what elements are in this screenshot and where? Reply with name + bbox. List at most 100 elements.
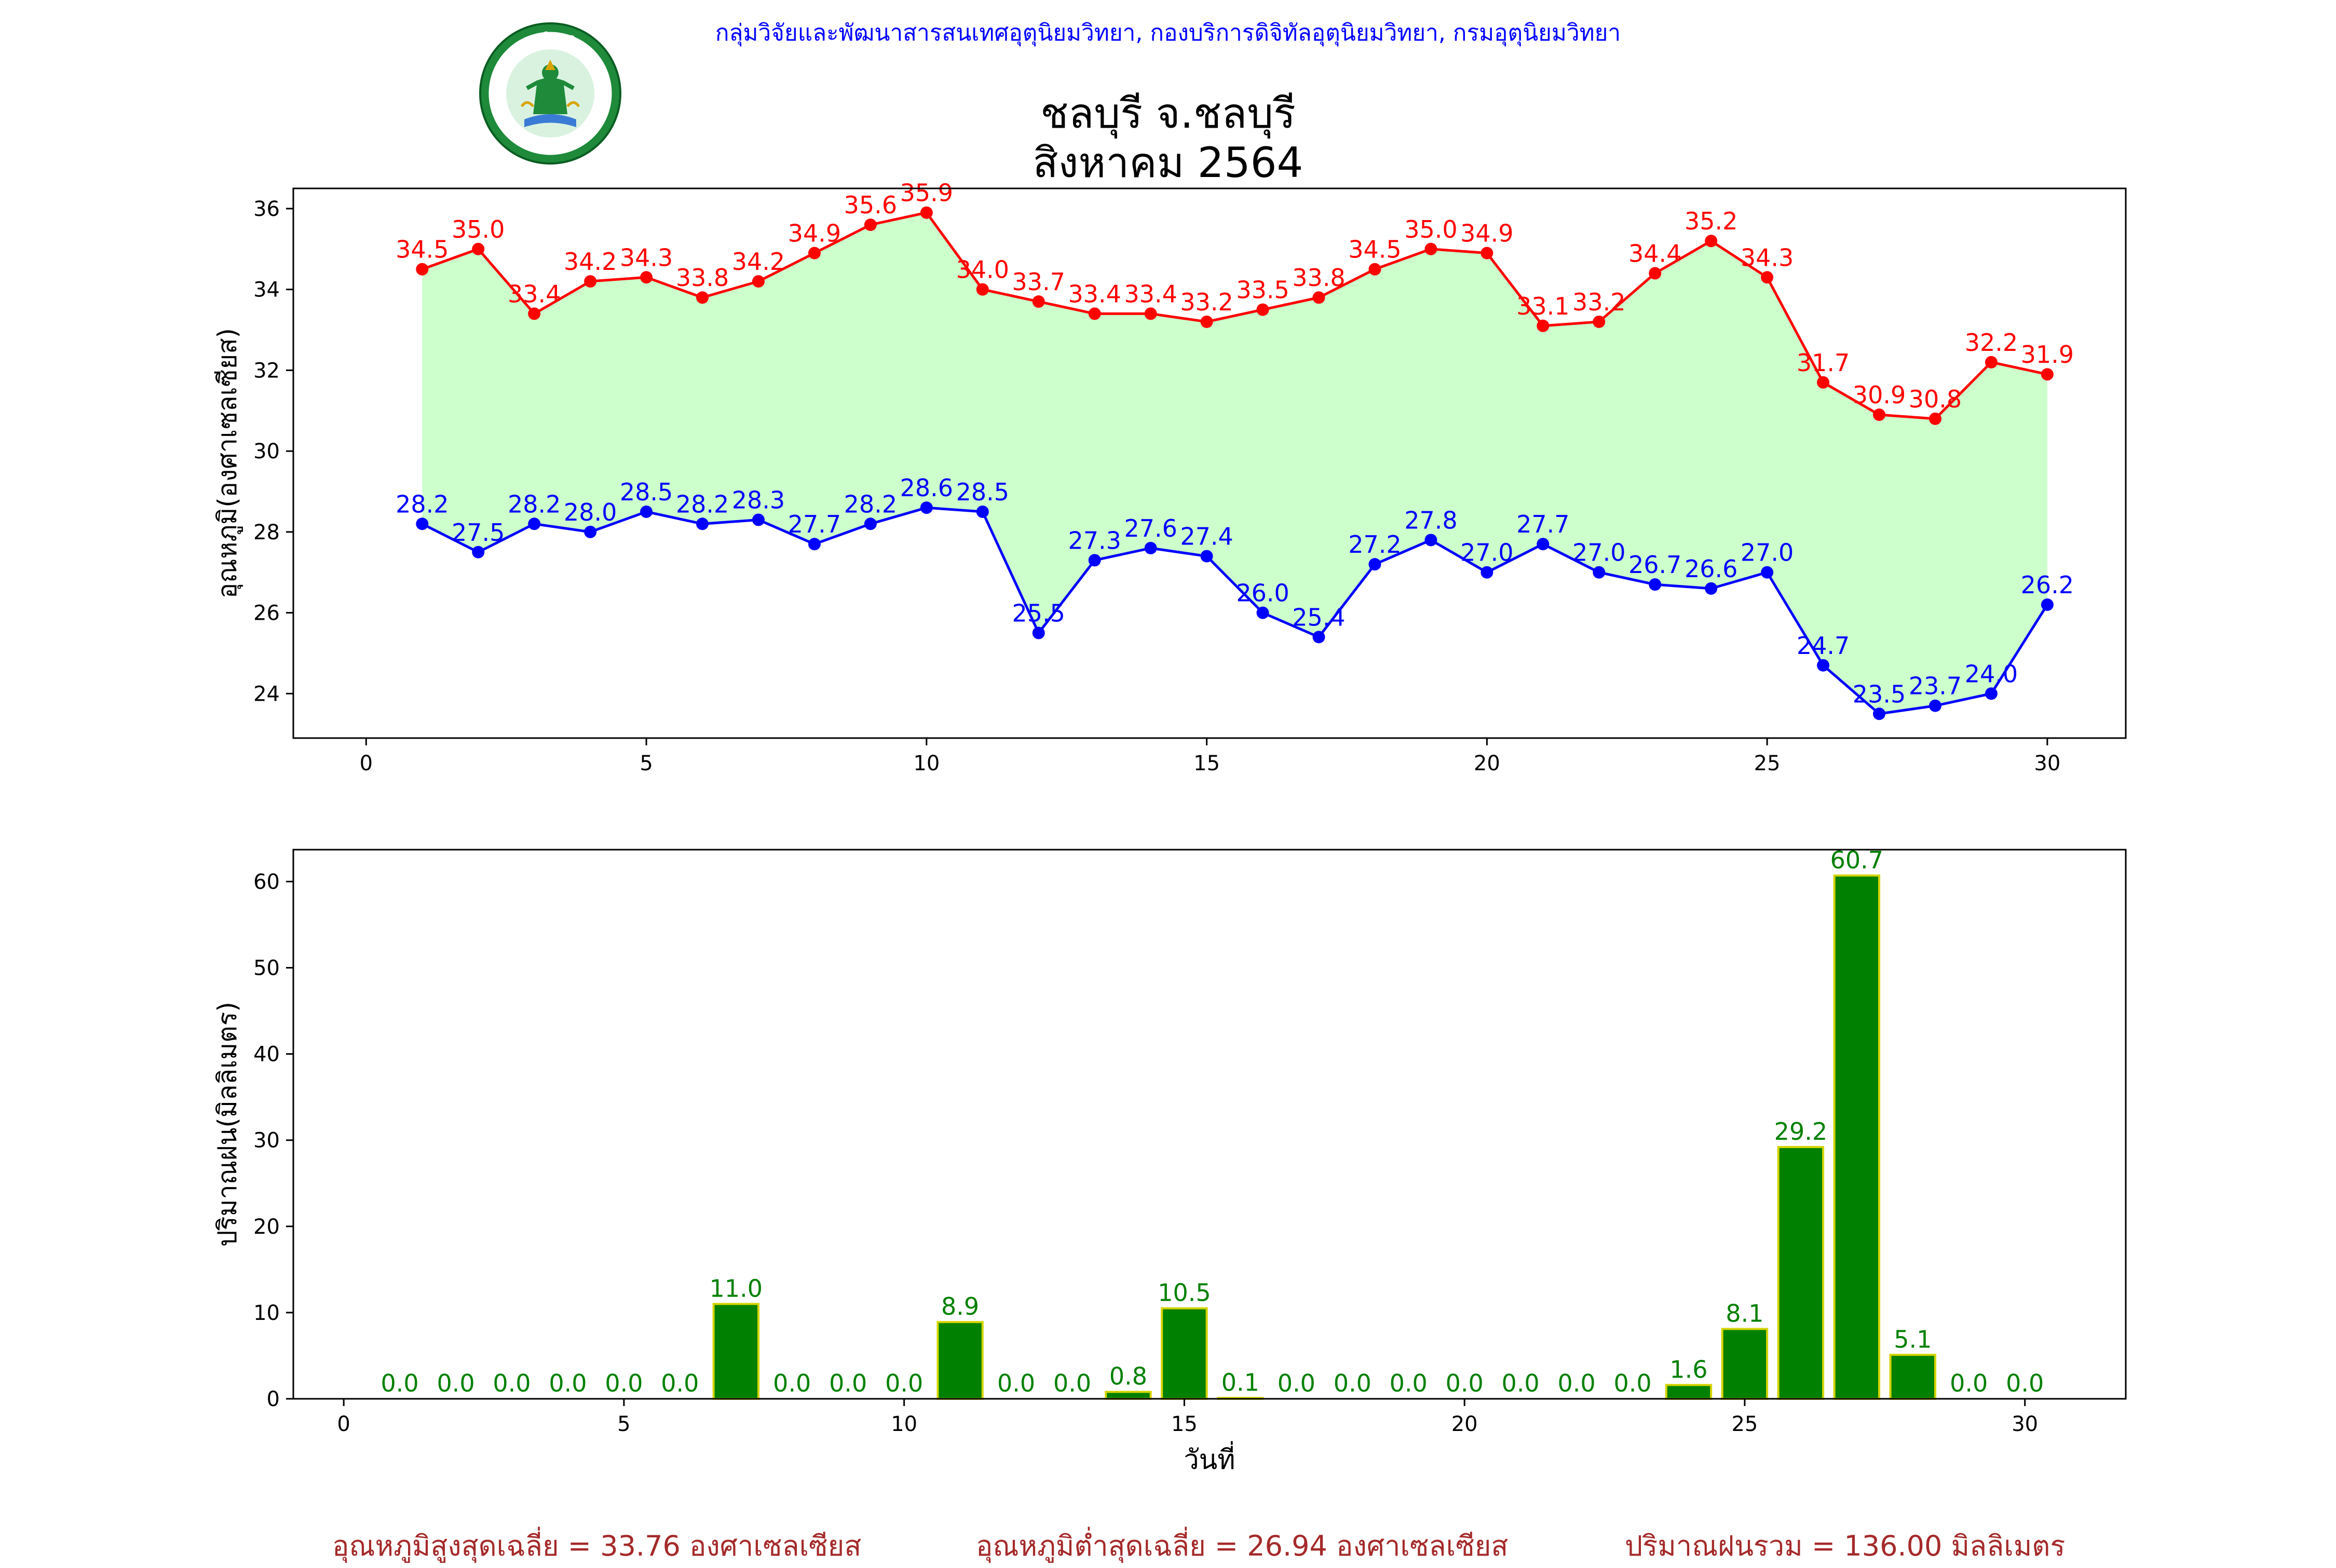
min-temp-data-label: 28.0	[564, 498, 617, 526]
max-temp-series: 34.535.033.434.2 34.333.834.234.935.6 35.9…	[396, 179, 2074, 425]
rainfall-bar	[1833, 874, 1881, 1400]
max-temp-data-label: 35.6	[844, 191, 897, 219]
min-temp-data-label: 26.7	[1628, 551, 1681, 579]
temperature-y-axis-label: อุณหภูมิ(องศาเซลเซียส)	[212, 328, 243, 598]
max-temp-data-label: 31.9	[2021, 340, 2074, 369]
y-tick-label: 34	[253, 278, 280, 302]
rainfall-data-label: 0.0	[1334, 1369, 1371, 1397]
max-temp-data-label: 33.5	[1236, 276, 1289, 304]
min-temp-point	[752, 513, 765, 526]
x-tick-label: 25	[1731, 1412, 1758, 1436]
y-tick-label: 10	[253, 1301, 280, 1325]
max-temp-point	[1424, 242, 1437, 255]
min-temp-series: 28.227.528.2 28.028.5 28.2 28.327.728.228.6…	[396, 474, 2074, 720]
max-temp-data-label: 34.9	[788, 220, 841, 248]
max-temp-point	[472, 242, 485, 255]
y-tick-label: 32	[253, 359, 280, 383]
min-temp-data-label: 27.4	[1180, 523, 1233, 551]
min-temp-data-label: 28.5	[956, 478, 1009, 506]
min-temp-point	[1928, 699, 1941, 712]
min-temp-point	[1817, 659, 1830, 672]
max-temp-data-label: 35.0	[452, 215, 505, 243]
rainfall-data-label: 0.8	[1109, 1362, 1147, 1390]
max-temp-point	[1761, 271, 1774, 284]
min-temp-data-label: 23.7	[1909, 672, 1962, 700]
min-temp-point	[808, 538, 821, 551]
temperature-x-axis: 0 5 10 15 20 25 30	[360, 738, 2060, 775]
rainfall-data-label: 5.1	[1894, 1325, 1932, 1353]
rainfall-data-label: 0.0	[885, 1369, 923, 1397]
max-temp-point	[640, 271, 653, 284]
max-temp-data-label: 34.5	[1348, 236, 1401, 264]
x-tick-label: 25	[1754, 752, 1781, 775]
min-temp-point	[1368, 558, 1381, 571]
rainfall-bar	[1777, 1146, 1825, 1400]
max-temp-point	[1928, 412, 1941, 425]
max-temp-point	[976, 283, 989, 296]
max-temp-data-label: 32.2	[1965, 329, 2018, 357]
max-temp-point	[1368, 263, 1381, 276]
x-tick-label: 30	[2012, 1412, 2038, 1436]
rainfall-data-label: 0.0	[493, 1369, 531, 1397]
x-tick-label: 0	[337, 1412, 350, 1436]
avg-max-temp-summary: อุณหภูมิสูงสุดเฉลี่ย = 33.76 องศาเซลเซีย…	[332, 1530, 862, 1562]
rainfall-bar	[712, 1303, 759, 1400]
rainfall-bar	[1665, 1384, 1713, 1400]
avg-min-temp-summary: อุณหภูมิต่ำสุดเฉลี่ย = 26.94 องศาเซลเซีย…	[976, 1530, 1509, 1562]
max-temp-data-label: 33.8	[676, 264, 729, 292]
rainfall-data-label: 0.0	[605, 1369, 643, 1397]
max-temp-point	[920, 206, 933, 219]
rainfall-data-label: 0.0	[437, 1369, 474, 1397]
temperature-range-fill	[422, 212, 2047, 714]
max-temp-point	[1985, 356, 1998, 369]
min-temp-point	[920, 501, 933, 514]
rainfall-data-label: 29.2	[1774, 1117, 1827, 1146]
min-temp-data-label: 27.6	[1124, 514, 1177, 542]
rainfall-y-axis-label: ปริมาณฝน(มิลลิเมตร)	[212, 1002, 242, 1247]
min-temp-data-label: 24.7	[1797, 632, 1850, 660]
min-temp-point	[1705, 582, 1718, 595]
min-temp-data-label: 28.2	[844, 490, 897, 518]
max-temp-point	[1088, 307, 1101, 320]
max-temp-data-label: 33.4	[508, 280, 561, 308]
min-temp-data-label: 28.2	[396, 490, 449, 518]
rainfall-data-label: 0.0	[1558, 1369, 1596, 1397]
min-temp-point	[864, 517, 877, 530]
min-temp-point	[1032, 626, 1045, 639]
rainfall-data-label: 0.0	[1502, 1369, 1540, 1397]
max-temp-point	[1200, 315, 1213, 328]
y-tick-label: 40	[253, 1043, 280, 1067]
max-temp-point	[584, 275, 597, 288]
min-temp-point	[696, 517, 709, 530]
chart-title-month: สิงหาคม 2564	[1033, 139, 1303, 187]
max-temp-point	[2041, 368, 2054, 381]
rainfall-data-label: 0.0	[1278, 1369, 1315, 1397]
max-temp-data-label: 30.9	[1853, 381, 1906, 409]
y-tick-label: 30	[253, 1129, 280, 1153]
rainfall-data-label: 0.0	[997, 1369, 1035, 1397]
max-temp-point	[1593, 315, 1606, 328]
min-temp-point	[1144, 542, 1157, 555]
rainfall-data-label: 0.0	[549, 1369, 587, 1397]
max-temp-data-label: 33.7	[1012, 268, 1065, 296]
min-temp-data-label: 28.2	[676, 490, 729, 518]
temperature-plot-frame	[292, 187, 2127, 739]
x-tick-label: 5	[617, 1412, 630, 1436]
max-temp-line	[422, 211, 2048, 420]
rainfall-data-label: 0.0	[661, 1369, 699, 1397]
min-temp-line	[422, 506, 2048, 715]
max-temp-data-label: 33.8	[1292, 264, 1345, 292]
min-temp-point	[1649, 578, 1662, 591]
max-temp-point	[1537, 319, 1550, 332]
min-temp-point	[1312, 631, 1325, 644]
min-temp-data-label: 27.5	[452, 519, 505, 547]
max-temp-point	[1312, 291, 1325, 304]
max-temp-data-label: 34.3	[620, 243, 673, 271]
max-temp-data-label: 34.4	[1628, 240, 1681, 268]
min-temp-point	[1481, 566, 1493, 579]
max-temp-data-label: 34.5	[396, 236, 449, 264]
y-tick-label: 36	[253, 197, 280, 221]
max-temp-point	[1873, 408, 1886, 421]
y-tick-label: 0	[267, 1387, 280, 1411]
min-temp-data-label: 28.6	[900, 474, 953, 502]
